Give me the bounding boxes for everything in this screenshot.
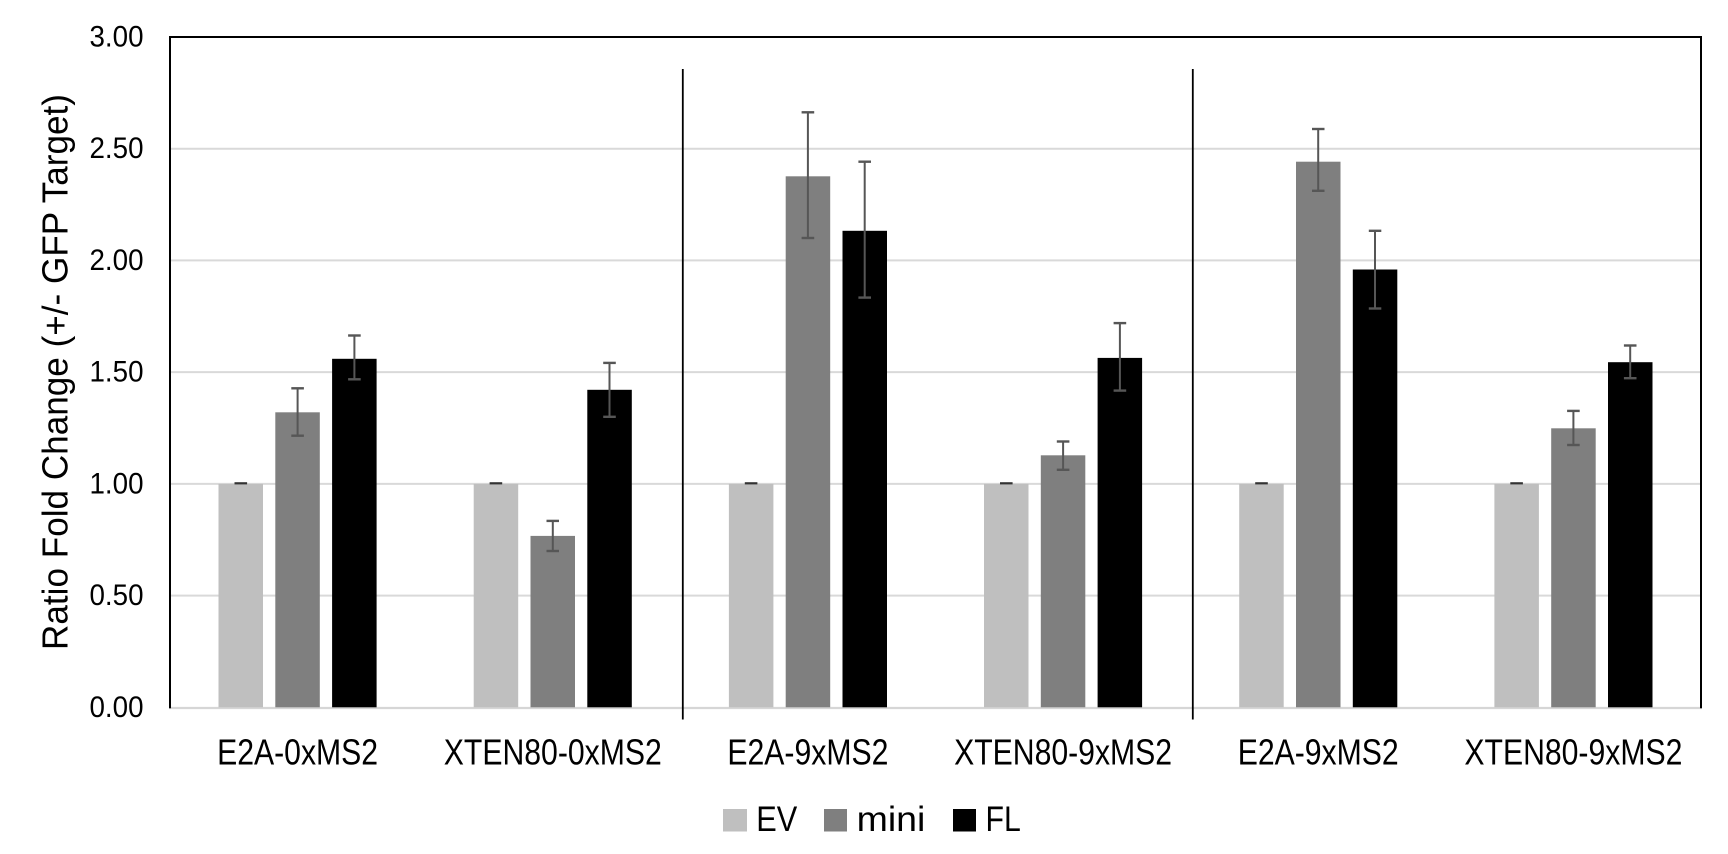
- svg-text:EV: EV: [756, 800, 798, 839]
- svg-text:2.50: 2.50: [90, 132, 144, 165]
- svg-text:Ratio Fold Change (+/- GFP Tar: Ratio Fold Change (+/- GFP Target): [35, 94, 76, 650]
- svg-text:XTEN80-9xMS2: XTEN80-9xMS2: [1464, 732, 1682, 773]
- svg-text:XTEN80-0xMS2: XTEN80-0xMS2: [444, 732, 662, 773]
- svg-text:E2A-9xMS2: E2A-9xMS2: [727, 732, 888, 773]
- svg-text:2.00: 2.00: [90, 244, 144, 277]
- svg-text:FL: FL: [986, 800, 1021, 839]
- svg-text:E2A-9xMS2: E2A-9xMS2: [1238, 732, 1399, 773]
- svg-text:3.00: 3.00: [90, 21, 144, 54]
- svg-text:1.50: 1.50: [90, 356, 144, 389]
- svg-text:1.00: 1.00: [90, 467, 144, 500]
- svg-text:E2A-0xMS2: E2A-0xMS2: [217, 732, 378, 773]
- svg-text:0.00: 0.00: [90, 691, 144, 724]
- svg-text:mini: mini: [857, 800, 926, 839]
- svg-text:XTEN80-9xMS2: XTEN80-9xMS2: [954, 732, 1172, 773]
- svg-text:0.50: 0.50: [90, 579, 144, 612]
